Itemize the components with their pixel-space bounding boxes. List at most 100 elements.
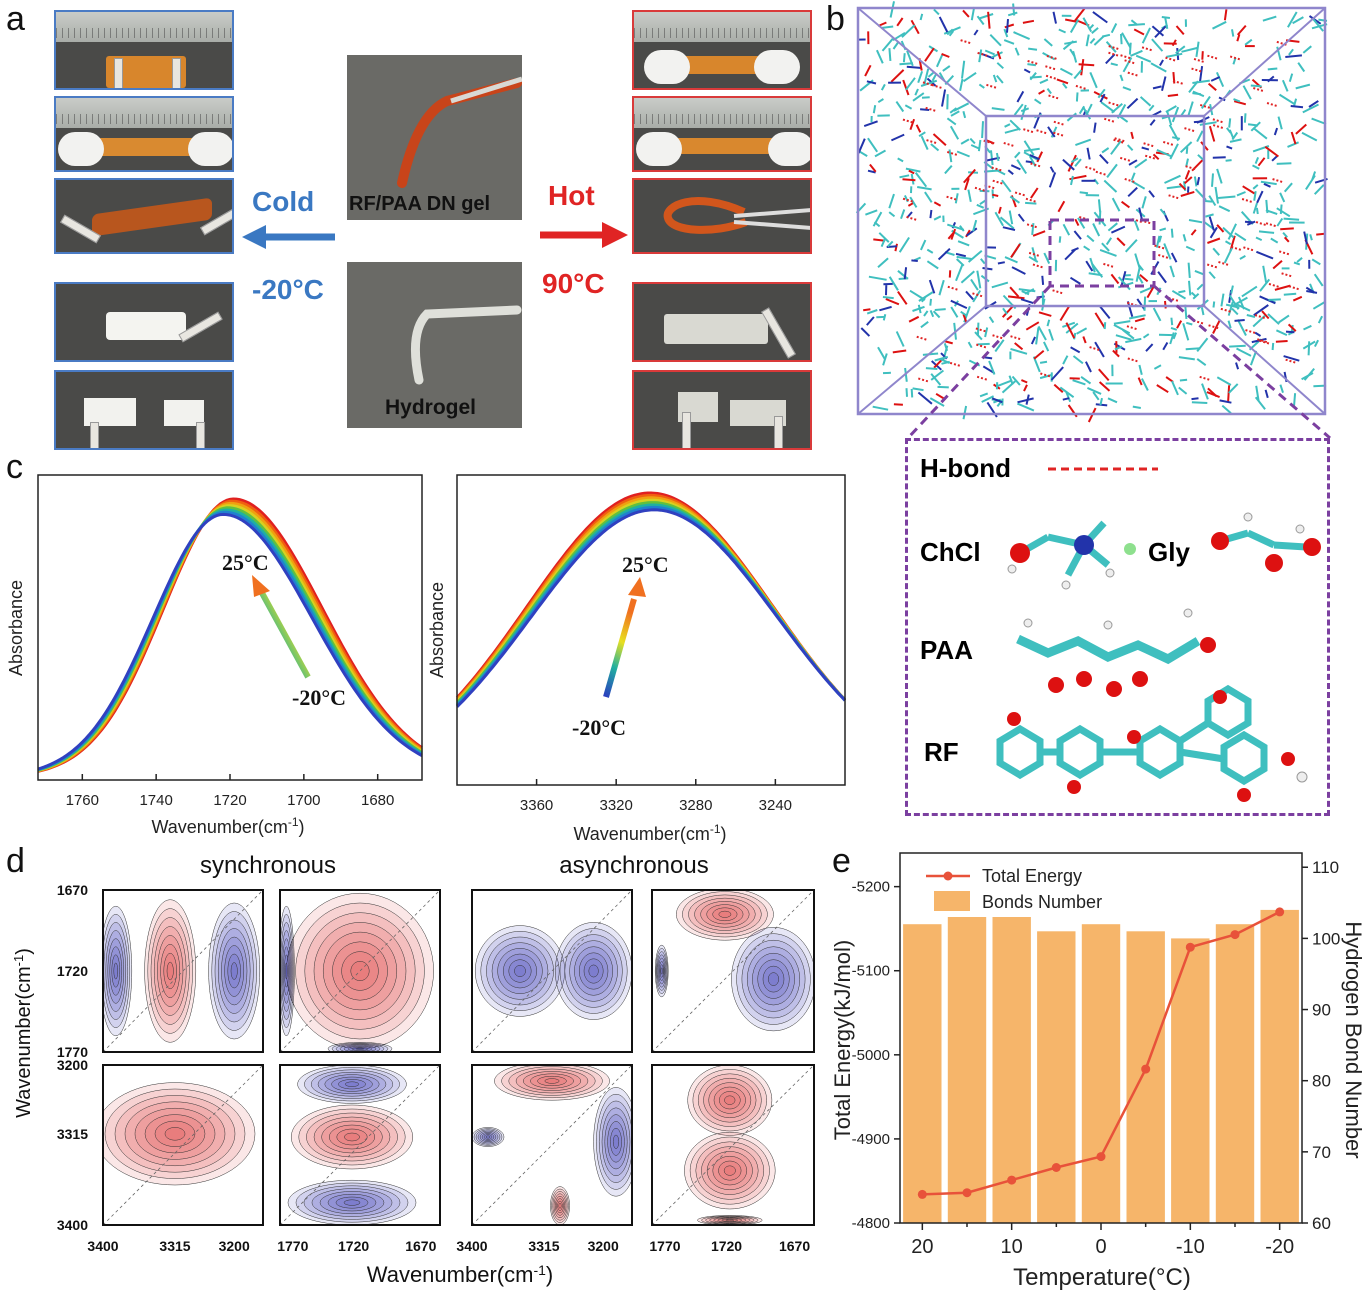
- glove: [768, 132, 810, 166]
- bond-stick: [1098, 381, 1111, 392]
- bond-stick: [957, 240, 970, 247]
- bond-stick: [1179, 378, 1188, 382]
- contour: [472, 1127, 505, 1147]
- bond-stick: [905, 167, 921, 173]
- diagonal: [651, 1064, 815, 1226]
- contour: [719, 1091, 741, 1110]
- bond-stick: [908, 169, 915, 175]
- bond-stick: [976, 203, 985, 209]
- bond-stick: [1029, 72, 1037, 81]
- bond-stick: [1141, 378, 1149, 391]
- bond-stick: [1295, 83, 1311, 90]
- bond-stick: [982, 267, 993, 271]
- bond-stick: [1287, 11, 1298, 28]
- bond-stick: [962, 405, 968, 420]
- hbond-dash: [1108, 45, 1120, 51]
- bond-stick: [1251, 337, 1267, 344]
- hbond-dash: [1048, 94, 1059, 100]
- chcl-molecule-icon: [1007, 520, 1136, 590]
- y2-tick-label: 100: [1312, 929, 1340, 948]
- contour: [319, 1191, 385, 1215]
- contour: [104, 1088, 246, 1179]
- energy-point-10: [1007, 1175, 1017, 1185]
- bond-stick: [1165, 376, 1174, 383]
- bond-stick: [1048, 328, 1054, 341]
- bond-stick: [1129, 314, 1146, 320]
- bond-stick: [1042, 341, 1050, 352]
- bond-stick: [1278, 93, 1295, 105]
- bond-stick: [1196, 337, 1209, 353]
- bond-stick: [1035, 327, 1040, 345]
- bond-stick: [942, 65, 951, 72]
- bond-stick: [1237, 296, 1245, 310]
- bond-stick: [1143, 296, 1147, 311]
- contour: [757, 959, 790, 999]
- contour: [310, 1069, 394, 1099]
- bond-stick: [978, 83, 985, 89]
- bond-stick: [1281, 79, 1289, 92]
- tick-label: 1720: [338, 1238, 369, 1254]
- bond-stick: [1004, 128, 1020, 134]
- diagonal: [102, 1064, 264, 1226]
- diagonal: [279, 889, 441, 1053]
- bond-stick: [1287, 141, 1299, 148]
- bond-stick: [1001, 380, 1016, 394]
- bond-stick: [1033, 349, 1045, 360]
- bond-stick: [1130, 49, 1143, 57]
- bond-stick: [962, 9, 970, 18]
- bond-stick: [1014, 151, 1021, 159]
- bond-stick: [1110, 23, 1118, 34]
- hydrogel-label: Hydrogel: [385, 396, 477, 419]
- bond-stick: [948, 149, 953, 163]
- bond-stick: [1267, 313, 1280, 325]
- bond-stick: [1292, 16, 1304, 25]
- bond-stick: [1303, 231, 1308, 245]
- bond-stick: [1236, 347, 1252, 357]
- bond-stick: [1059, 305, 1071, 322]
- contour: [601, 1107, 631, 1177]
- zoom-line: [906, 284, 1052, 440]
- bond-stick: [1216, 224, 1225, 233]
- bond-stick: [1113, 320, 1131, 325]
- contour: [553, 1193, 567, 1219]
- bond-stick: [1110, 140, 1122, 155]
- tick-label: 1720: [57, 963, 88, 979]
- tick-label: 1670: [405, 1238, 436, 1254]
- bond-stick: [946, 117, 957, 126]
- bond-stick: [909, 196, 918, 208]
- bond-stick: [963, 168, 976, 184]
- bond-stick: [1241, 285, 1258, 298]
- bond-stick: [1254, 396, 1266, 410]
- contour: [113, 962, 119, 980]
- bond-stick: [1182, 323, 1190, 341]
- spectrum-curve: [455, 503, 847, 706]
- bond-stick: [1228, 129, 1235, 139]
- bond-stick: [905, 388, 908, 397]
- bond-stick: [1196, 358, 1207, 367]
- map-frame: [102, 1064, 264, 1226]
- bond-stick: [991, 107, 1005, 111]
- diagonal: [102, 889, 264, 1053]
- bond-stick: [1004, 23, 1015, 29]
- bar-bonds-10: [992, 917, 1031, 1223]
- correlation-map: [684, 1065, 776, 1225]
- bond-stick: [1225, 159, 1232, 162]
- bond-stick: [930, 143, 940, 152]
- bond-stick: [880, 237, 887, 247]
- contour: [731, 927, 814, 1032]
- bond-stick: [857, 138, 866, 154]
- energy-point--15: [1230, 930, 1240, 940]
- contour: [124, 1101, 226, 1167]
- bond-stick: [1050, 366, 1064, 381]
- bond-stick: [1302, 45, 1312, 54]
- bond-stick: [1283, 236, 1290, 243]
- bond-stick: [922, 352, 939, 356]
- bond-stick: [1071, 157, 1079, 163]
- bond-stick: [991, 51, 1003, 59]
- bar-bonds--5: [1126, 931, 1165, 1223]
- bond-stick: [1120, 33, 1123, 45]
- bond-stick: [996, 50, 1002, 60]
- energy-point-5: [1051, 1163, 1061, 1172]
- contour: [332, 941, 388, 1001]
- photo-dn-gel: RF/PAA DN gel: [347, 55, 522, 220]
